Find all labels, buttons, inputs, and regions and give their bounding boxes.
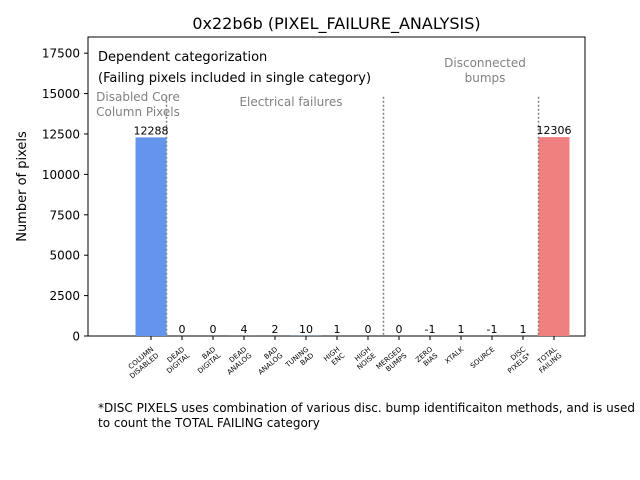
y-tick-label: 7500 — [49, 208, 80, 222]
x-tick-label: ZEROBIAS — [414, 345, 440, 370]
x-tick-label: HIGHNOISE — [351, 345, 378, 371]
x-tick-label: SOURCE — [469, 345, 496, 370]
x-tick-label: BADDIGITAL — [191, 345, 222, 375]
x-tick-label: MERGEDBUMPS — [375, 345, 409, 377]
x-tick-label: BADANALOG — [252, 345, 285, 376]
x-tick-label: TUNINGBAD — [283, 345, 315, 375]
group-label-disabled-line1: Disabled Core — [96, 90, 180, 104]
y-tick-label: 0 — [72, 330, 80, 344]
group-label-disconnected-line2: bumps — [465, 71, 506, 85]
bar-value-label: 1 — [458, 323, 465, 336]
y-tick-label: 2500 — [49, 289, 80, 303]
x-tick-label: HIGHENC — [322, 345, 346, 369]
y-tick-label: 5000 — [49, 249, 80, 263]
legend-box-line1: Dependent categorization — [98, 50, 267, 65]
bar-value-label: 2 — [272, 323, 279, 336]
bar-value-label: -1 — [425, 323, 436, 336]
bar — [538, 137, 570, 336]
group-label-electrical: Electrical failures — [239, 95, 342, 109]
bar-value-label: 0 — [179, 323, 186, 336]
bar-value-label: 0 — [396, 323, 403, 336]
group-label-disabled-line2: Column Pixels — [96, 105, 180, 119]
chart-title: 0x22b6b (PIXEL_FAILURE_ANALYSIS) — [192, 14, 480, 34]
bar-value-label: 12306 — [537, 124, 572, 137]
y-tick-label: 10000 — [42, 168, 80, 182]
bar-value-label: 1 — [334, 323, 341, 336]
group-separators — [165, 96, 540, 336]
bars — [135, 137, 570, 336]
y-tick-label: 12500 — [42, 127, 80, 141]
bar — [135, 137, 167, 336]
y-axis: 0 2500 5000 7500 10000 12500 15000 17500 — [42, 47, 88, 344]
y-tick-label: 15000 — [42, 87, 80, 101]
bar-value-label: 0 — [365, 323, 372, 336]
bar-value-label: 10 — [299, 323, 313, 336]
x-tick-label: XTALK — [444, 345, 466, 365]
group-label-disconnected-line1: Disconnected — [444, 56, 526, 70]
legend-box-line2: (Failing pixels included in single categ… — [98, 71, 371, 86]
bar-value-label: 1 — [520, 323, 527, 336]
bar-value-label: 0 — [210, 323, 217, 336]
bar-value-label: 4 — [241, 323, 248, 336]
x-tick-label: DISCPIXELS* — [501, 345, 533, 375]
bar-value-label: 12288 — [134, 124, 169, 137]
x-tick-label: TOTALFAILING — [533, 345, 564, 375]
y-tick-label: 17500 — [42, 47, 80, 61]
x-tick-labels: COLUMNDISABLED DEADDIGITAL BADDIGITAL DEADA… — [123, 336, 564, 380]
footnote: *DISC PIXELS uses combination of various… — [98, 401, 639, 430]
x-tick-label: DEADANALOG — [221, 345, 254, 376]
x-tick-label: DEADDIGITAL — [160, 345, 191, 375]
bar-value-label: -1 — [487, 323, 498, 336]
y-axis-label: Number of pixels — [15, 131, 30, 242]
x-tick-label: COLUMNDISABLED — [123, 345, 160, 380]
